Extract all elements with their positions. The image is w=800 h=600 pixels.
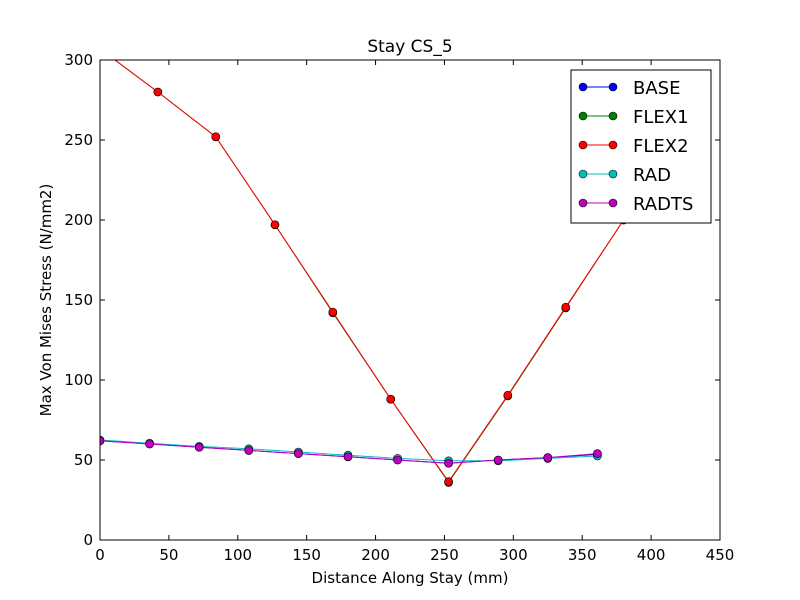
legend-item-flex1: FLEX1 (578, 107, 689, 128)
x-tick-label: 350 (568, 546, 597, 564)
y-axis-label: Max Von Mises Stress (N/mm2) (37, 184, 55, 417)
legend-label: FLEX1 (633, 107, 689, 128)
legend-item-base: BASE (578, 78, 680, 99)
legend-label: BASE (633, 78, 680, 99)
data-point (328, 307, 338, 317)
y-tick-label: 300 (64, 51, 93, 69)
legend-marker (608, 82, 618, 92)
ticks-layer: 0 50 100 150 200 250 300 350 400 450 0 50 100 150 200 2… (64, 51, 734, 564)
legend-label: RAD (633, 165, 671, 186)
legend-marker (608, 198, 618, 208)
series-radts (100, 436, 602, 468)
y-tick-label: 250 (64, 131, 93, 149)
legend-item-radts: RADTS (578, 194, 693, 215)
plot-frame (99, 59, 721, 541)
x-tick-label: 300 (499, 546, 528, 564)
series-line (114, 60, 624, 483)
data-point (194, 442, 204, 452)
data-point (343, 452, 353, 462)
legend-item-flex2: FLEX2 (578, 136, 689, 157)
legend-item-rad: RAD (578, 165, 671, 186)
legend-marker (578, 198, 588, 208)
legend-label: FLEX2 (633, 136, 689, 157)
legend-label: RADTS (633, 194, 693, 215)
x-tick-label: 200 (361, 546, 390, 564)
data-point (593, 449, 602, 458)
series-layer (100, 60, 628, 487)
x-tick-label: 250 (430, 546, 459, 564)
data-point (503, 390, 513, 400)
data-point (543, 453, 553, 462)
x-tick-label: 50 (159, 546, 178, 564)
x-tick-label: 400 (637, 546, 666, 564)
y-tick-label: 200 (64, 211, 93, 229)
legend-marker (578, 82, 588, 92)
legend-box (570, 69, 712, 224)
y-tick-label: 50 (74, 451, 93, 469)
data-point (386, 394, 396, 404)
data-point (493, 455, 503, 465)
y-tick-label: 100 (64, 371, 93, 389)
y-tick-label: 0 (83, 531, 93, 549)
y-tick-label: 150 (64, 291, 93, 309)
legend-marker (578, 111, 588, 121)
x-axis-label: Distance Along Stay (mm) (312, 569, 509, 587)
legend-marker (608, 140, 618, 150)
data-point (211, 132, 221, 142)
data-point (561, 302, 570, 312)
data-point (153, 87, 163, 97)
chart-title: Stay CS_5 (367, 37, 452, 57)
legend-marker (578, 140, 588, 150)
x-tick-label: 0 (95, 546, 105, 564)
series-flex2 (114, 60, 628, 486)
data-point (444, 458, 453, 468)
x-tick-label: 450 (706, 546, 735, 564)
data-point (294, 449, 303, 458)
legend: BASE FLEX1 FLEX2 RAD RADTS (570, 69, 712, 224)
x-tick-label: 100 (223, 546, 252, 564)
data-point (393, 455, 402, 465)
data-point (444, 477, 453, 486)
data-point (100, 436, 105, 446)
data-point (145, 439, 154, 449)
legend-marker (578, 169, 588, 179)
x-tick-label: 150 (292, 546, 321, 564)
legend-marker (608, 169, 618, 179)
data-point (244, 446, 254, 455)
legend-marker (608, 111, 618, 121)
data-point (270, 220, 280, 230)
